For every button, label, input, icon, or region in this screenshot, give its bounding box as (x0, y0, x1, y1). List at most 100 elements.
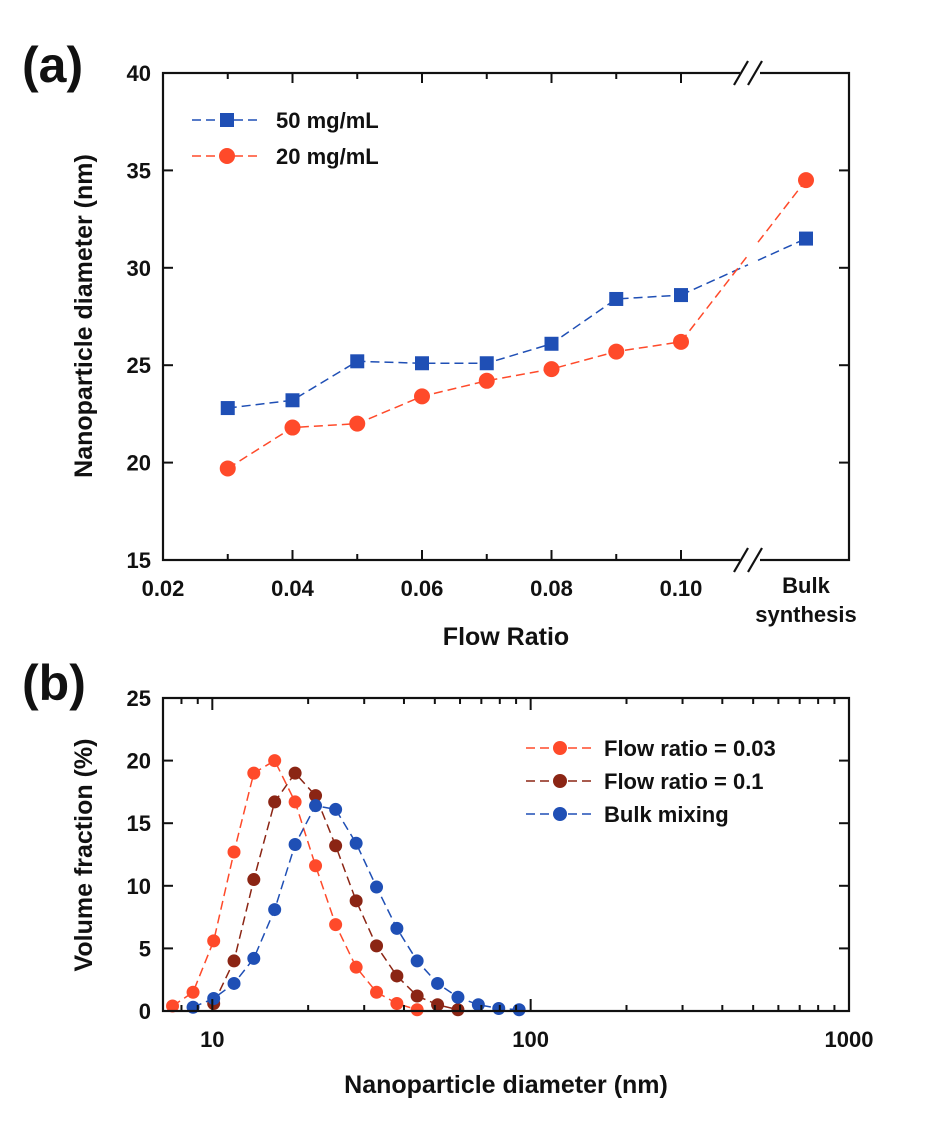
series-line-bulk-mixing (192, 804, 520, 1011)
data-point-flow-ratio-0-03-12 (410, 1003, 424, 1017)
data-point-bulk-mixing-6 (309, 799, 323, 813)
data-point-50-mg-ml-6 (609, 291, 624, 306)
data-point-bulk-mixing-1 (207, 991, 221, 1005)
data-point-20-mg-ml-5 (543, 361, 560, 378)
data-point-50-mg-ml-1 (285, 393, 300, 408)
series-line-50-mg-ml (227, 294, 682, 409)
data-point-flow-ratio-0-03-10 (370, 985, 384, 999)
axis-break-gap (740, 67, 760, 79)
panel-b-frame (161, 696, 851, 1013)
data-point-bulk-mixing-16 (512, 1003, 526, 1017)
panel-b-x-axis-title: Nanoparticle diameter (nm) (344, 1071, 668, 1099)
data-point-bulk-mixing-13 (451, 990, 465, 1004)
axis-break-mark (747, 547, 763, 573)
panel-a-y-tick-label-40: 40 (127, 61, 151, 86)
panel-a-y-tick-label-35: 35 (127, 158, 151, 183)
data-point-50-mg-ml-4 (479, 356, 494, 371)
data-point-flow-ratio-0-1-4 (288, 766, 302, 780)
panel-a-x-tick-label-0-04: 0.04 (271, 576, 315, 601)
data-point-flow-ratio-0-1-2 (247, 873, 261, 887)
panel-a-x-tick-label-0-10: 0.10 (660, 576, 703, 601)
legend-marker-bulk-mixing (553, 807, 567, 821)
data-point-flow-ratio-0-03-2 (207, 934, 221, 948)
data-point-20-mg-ml-8 (798, 172, 814, 189)
data-point-flow-ratio-0-03-6 (288, 795, 302, 809)
data-point-20-mg-ml-7 (673, 333, 689, 350)
panel-b-y-tick-label-0: 0 (139, 999, 151, 1024)
legend-label-bulk-mixing: Bulk mixing (604, 802, 729, 827)
data-point-bulk-mixing-10 (390, 921, 404, 935)
bulk-synthesis-label-line2: synthesis (755, 602, 857, 627)
panel-b-x-tick-label-10: 10 (200, 1027, 224, 1052)
panel-b-label: (b) (22, 655, 86, 711)
data-point-flow-ratio-0-1-1 (227, 954, 241, 968)
legend-marker-flow-ratio-0-03 (553, 741, 567, 755)
data-point-20-mg-ml-2 (349, 415, 366, 432)
data-point-50-mg-ml-3 (415, 356, 429, 371)
data-point-flow-ratio-0-1-8 (370, 939, 384, 953)
panel-a-x-tick-label-0-02: 0.02 (142, 576, 185, 601)
data-point-bulk-mixing-14 (471, 998, 485, 1012)
data-point-20-mg-ml-4 (478, 372, 495, 389)
data-point-flow-ratio-0-1-12 (451, 1003, 465, 1017)
data-point-flow-ratio-0-03-8 (329, 918, 343, 932)
data-point-flow-ratio-0-1-9 (390, 969, 404, 983)
data-point-flow-ratio-0-1-5 (309, 789, 323, 803)
bulk-synthesis-label-line1: Bulk (782, 573, 830, 598)
panel-b-y-tick-label-5: 5 (139, 936, 151, 961)
data-point-flow-ratio-0-03-3 (227, 845, 241, 859)
series-line-bulk-20-mg-ml (757, 179, 807, 243)
data-point-bulk-mixing-5 (288, 837, 302, 851)
data-point-bulk-mixing-15 (492, 1001, 506, 1015)
data-point-bulk-mixing-8 (349, 836, 363, 850)
panel-a-frame (161, 71, 851, 562)
axis-break-mark (747, 60, 763, 86)
data-point-flow-ratio-0-03-5 (268, 754, 282, 768)
data-point-20-mg-ml-6 (608, 343, 625, 360)
data-point-50-mg-ml-0 (220, 401, 235, 416)
panel-a-y-tick-label-30: 30 (127, 256, 151, 281)
data-point-flow-ratio-0-1-3 (268, 795, 282, 809)
panel-b-y-tick-label-10: 10 (127, 874, 151, 899)
panel-a-x-tick-label-0-06: 0.06 (401, 576, 444, 601)
legend-label-flow-ratio-0-03: Flow ratio = 0.03 (604, 736, 776, 761)
panel-a-chart: (a) 15 20 25 30 35 40 0.02 0.04 0.06 0.08 0.10 Flo… (22, 37, 857, 651)
panel-b-y-tick-label-20: 20 (127, 749, 151, 774)
series-line-break-20-mg-ml (680, 254, 749, 343)
panel-b-y-axis-title: Volume fraction (%) (70, 739, 98, 972)
legend-marker-flow-ratio-0-1 (553, 774, 567, 788)
panel-a-label: (a) (22, 37, 83, 93)
legend-label-20-mg-ml: 20 mg/mL (276, 144, 379, 169)
data-point-flow-ratio-0-03-4 (247, 766, 261, 780)
panel-a-y-tick-label-25: 25 (127, 353, 151, 378)
data-point-50-mg-ml-5 (544, 336, 559, 351)
legend-label-50-mg-ml: 50 mg/mL (276, 108, 379, 133)
series-line-bulk-50-mg-ml (757, 237, 807, 261)
data-point-bulk-mixing-2 (227, 976, 241, 990)
data-point-flow-ratio-0-03-1 (186, 985, 200, 999)
data-point-bulk-mixing-12 (431, 976, 445, 990)
data-point-flow-ratio-0-03-9 (349, 960, 363, 974)
axis-break-gap (740, 554, 760, 566)
data-point-20-mg-ml-1 (284, 419, 301, 436)
data-point-flow-ratio-0-03-7 (309, 859, 323, 873)
data-point-bulk-mixing-4 (268, 903, 282, 917)
panel-b-x-tick-label-1000: 1000 (825, 1027, 874, 1052)
data-point-bulk-mixing-9 (370, 880, 384, 894)
data-point-50-mg-ml-8 (799, 231, 813, 246)
legend-marker-50-mg-ml (220, 113, 234, 127)
data-point-flow-ratio-0-03-11 (390, 996, 404, 1010)
legend-marker-20-mg-ml (219, 148, 235, 164)
panel-b-y-tick-label-15: 15 (127, 811, 151, 836)
data-point-20-mg-ml-0 (219, 460, 236, 477)
data-point-20-mg-ml-3 (414, 388, 430, 405)
series-line-20-mg-ml (227, 341, 682, 470)
panel-b-x-tick-label-100: 100 (512, 1027, 549, 1052)
data-point-flow-ratio-0-1-11 (431, 998, 445, 1012)
panel-a-x-axis-title: Flow Ratio (443, 623, 569, 651)
data-point-bulk-mixing-7 (329, 802, 343, 816)
data-point-bulk-mixing-3 (247, 951, 261, 965)
axis-break-mark (733, 60, 749, 86)
panel-a-y-axis-title: Nanoparticle diameter (nm) (70, 154, 98, 478)
